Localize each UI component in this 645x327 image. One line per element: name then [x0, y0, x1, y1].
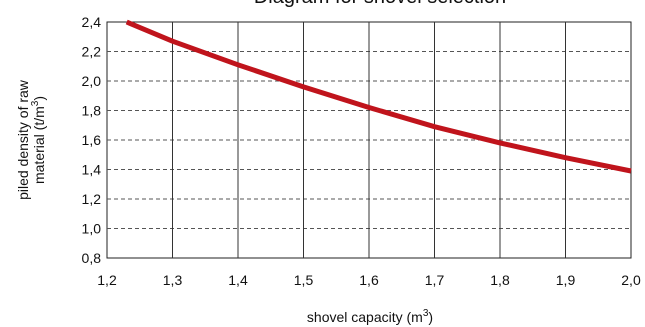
x-tick-label: 1,3 [163, 272, 183, 288]
y-tick-labels: 0,8 1,0 1,2 1,4 1,6 1,8 2,0 2,2 2,4 [82, 14, 102, 266]
x-tick-label: 1,7 [425, 272, 445, 288]
y-tick-label: 2,0 [82, 73, 102, 89]
y-tick-label: 0,8 [82, 250, 102, 266]
y-tick-label: 2,2 [82, 44, 102, 60]
y-tick-label: 1,8 [82, 103, 102, 119]
grid-lines [107, 22, 631, 258]
y-tick-label: 1,2 [82, 191, 102, 207]
y-tick-label: 1,6 [82, 132, 102, 148]
x-axis-title-text: shovel capacity (m [307, 309, 423, 325]
series-line [125, 19, 632, 174]
y-axis-title-sup: 3 [30, 100, 41, 106]
x-tick-label: 1,4 [228, 272, 248, 288]
x-tick-label: 1,6 [359, 272, 379, 288]
x-axis-title-sup: 3 [423, 308, 429, 319]
y-axis-title-line1: piled density of raw [15, 79, 31, 200]
x-tick-label: 1,5 [294, 272, 314, 288]
x-tick-labels: 1,2 1,3 1,4 1,5 1,6 1,7 1,8 1,9 2,0 [97, 272, 641, 288]
x-tick-label: 1,2 [97, 272, 117, 288]
y-tick-label: 1,0 [82, 221, 102, 237]
y-tick-label: 2,4 [82, 14, 102, 30]
x-axis-title-end: ) [428, 309, 433, 325]
y-axis-title-end: ) [31, 96, 47, 101]
x-tick-label: 2,0 [621, 272, 641, 288]
plot-area [106, 19, 632, 259]
x-axis-title: shovel capacity (m3) [307, 308, 433, 325]
x-tick-label: 1,8 [490, 272, 510, 288]
y-axis-title-text: material (t/m [31, 106, 47, 184]
x-tick-label: 1,9 [556, 272, 576, 288]
y-axis-title-line2: material (t/m3) [30, 96, 47, 184]
chart-title: Diagram for shovel selection [254, 0, 506, 8]
y-tick-label: 1,4 [82, 162, 102, 178]
series-group [125, 19, 632, 174]
